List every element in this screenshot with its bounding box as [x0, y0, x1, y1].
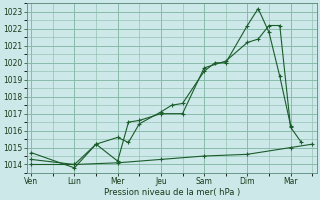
X-axis label: Pression niveau de la mer( hPa ): Pression niveau de la mer( hPa )	[104, 188, 240, 197]
